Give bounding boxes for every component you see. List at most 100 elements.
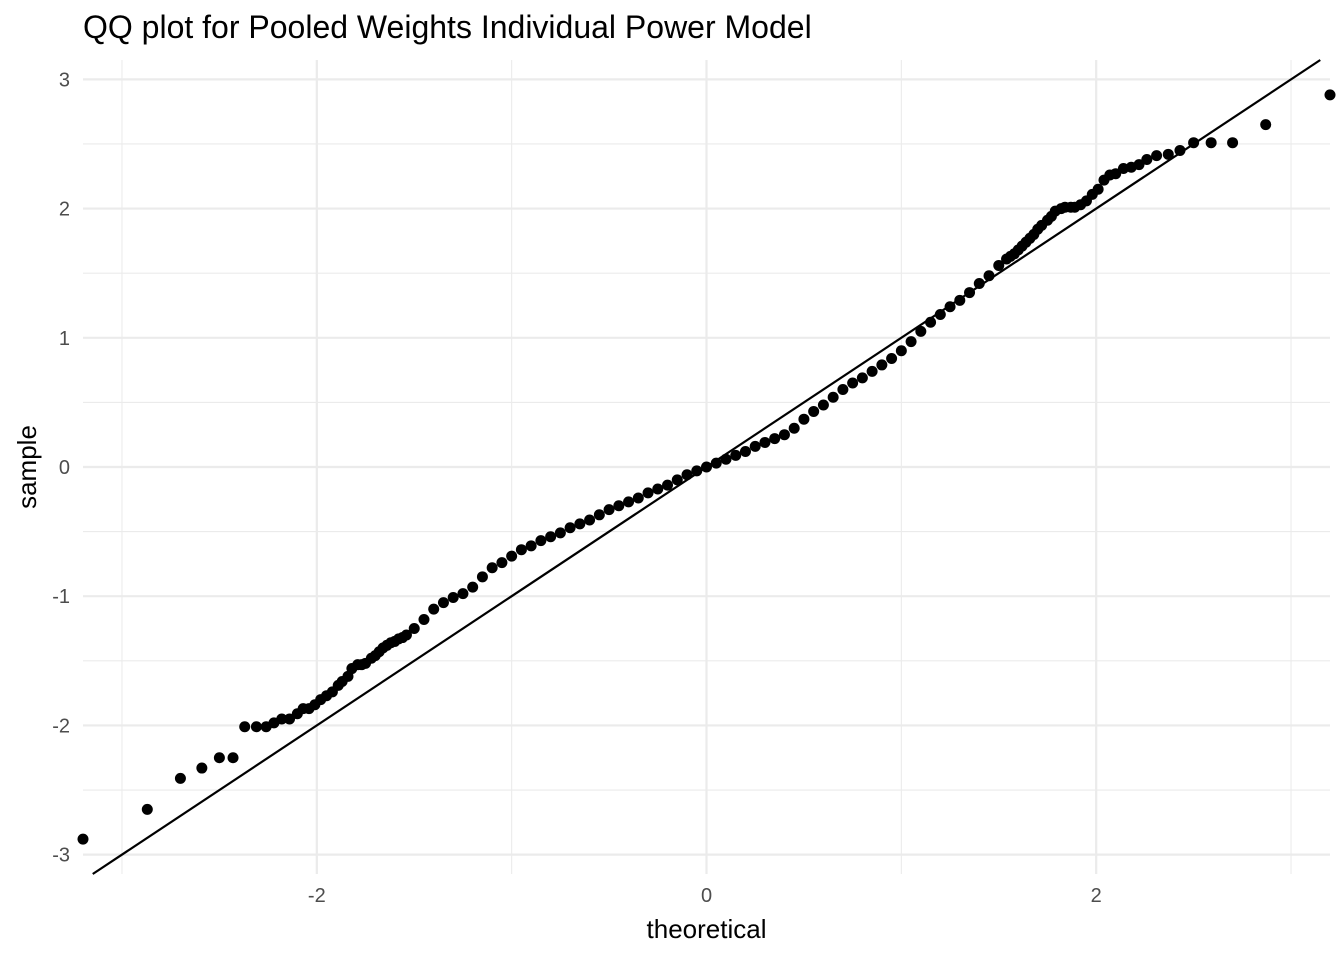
data-point — [174, 772, 186, 784]
data-point — [642, 487, 654, 499]
data-point — [400, 629, 412, 641]
data-point — [905, 336, 917, 348]
y-tick-label: 1 — [59, 328, 70, 350]
data-point — [613, 500, 625, 512]
y-axis-ticks: -3 -2 -1 0 1 2 3 — [52, 69, 70, 866]
data-point — [1092, 183, 1104, 195]
data-point — [720, 453, 732, 465]
data-point — [525, 540, 537, 552]
data-point — [486, 562, 498, 574]
data-point — [827, 391, 839, 403]
data-point — [1110, 168, 1122, 180]
data-point — [227, 752, 239, 764]
data-point — [506, 550, 518, 562]
data-point — [467, 581, 479, 593]
data-point — [77, 833, 89, 845]
data-point — [759, 436, 771, 448]
data-point — [408, 623, 420, 635]
data-point — [603, 504, 615, 516]
x-tick-label: -2 — [308, 885, 326, 907]
data-point — [730, 449, 742, 461]
data-point — [1133, 159, 1145, 171]
data-point — [817, 399, 829, 411]
data-point — [545, 531, 557, 543]
data-point — [476, 571, 488, 583]
data-point — [1260, 119, 1272, 131]
data-point — [993, 259, 1005, 271]
x-tick-label: 2 — [1091, 885, 1102, 907]
x-axis-ticks: -2 0 2 — [308, 885, 1102, 907]
data-point — [886, 352, 898, 364]
data-point — [276, 713, 288, 725]
data-point — [866, 365, 878, 377]
data-point — [1162, 148, 1174, 160]
data-point — [652, 483, 664, 495]
data-point — [895, 345, 907, 357]
data-point — [662, 479, 674, 491]
data-point — [739, 445, 751, 457]
data-point — [1151, 150, 1163, 162]
data-point — [535, 535, 547, 547]
data-point — [798, 413, 810, 425]
data-point — [769, 433, 781, 445]
data-point — [691, 465, 703, 477]
data-point — [239, 721, 251, 733]
data-point — [925, 316, 937, 328]
data-point — [681, 469, 693, 481]
data-point — [284, 713, 296, 725]
y-axis-title: sample — [12, 425, 42, 509]
chart-title: QQ plot for Pooled Weights Individual Po… — [83, 9, 812, 45]
data-point — [710, 457, 722, 469]
y-tick-label: -1 — [52, 586, 70, 608]
data-point — [964, 287, 976, 299]
data-point — [428, 603, 440, 615]
points-layer — [77, 89, 1336, 845]
data-point — [934, 309, 946, 321]
data-point — [701, 461, 712, 473]
data-point — [632, 492, 644, 504]
data-point — [418, 613, 430, 625]
data-point — [944, 301, 956, 313]
data-point — [554, 527, 566, 539]
data-point — [671, 474, 683, 486]
y-tick-label: 0 — [59, 457, 70, 479]
data-point — [1324, 89, 1336, 101]
data-point — [564, 522, 576, 534]
data-point — [1188, 137, 1200, 149]
data-point — [1141, 153, 1153, 165]
data-point — [496, 557, 508, 569]
y-tick-label: 3 — [59, 69, 70, 91]
data-point — [437, 597, 449, 609]
data-point — [876, 359, 888, 371]
data-point — [983, 270, 995, 282]
data-point — [593, 509, 605, 521]
y-tick-label: 2 — [59, 199, 70, 221]
data-point — [837, 383, 849, 395]
data-point — [788, 422, 800, 434]
data-point — [1174, 144, 1186, 156]
x-tick-label: 0 — [701, 885, 712, 907]
data-point — [1205, 137, 1217, 149]
data-point — [213, 752, 225, 764]
data-point — [778, 429, 790, 441]
y-tick-label: -3 — [52, 845, 70, 867]
data-point — [623, 496, 635, 508]
data-point — [847, 377, 859, 389]
data-point — [954, 294, 966, 306]
data-point — [915, 325, 927, 337]
data-point — [749, 440, 761, 452]
data-point — [574, 518, 586, 530]
data-point — [250, 721, 262, 733]
data-point — [141, 803, 153, 815]
data-point — [856, 372, 868, 384]
data-point — [457, 588, 469, 600]
data-point — [973, 278, 985, 290]
data-point — [196, 762, 208, 774]
data-point — [808, 405, 820, 417]
data-point — [515, 544, 527, 556]
data-point — [584, 514, 596, 526]
x-axis-title: theoretical — [647, 914, 767, 944]
data-point — [1227, 137, 1239, 149]
data-point — [447, 591, 459, 603]
